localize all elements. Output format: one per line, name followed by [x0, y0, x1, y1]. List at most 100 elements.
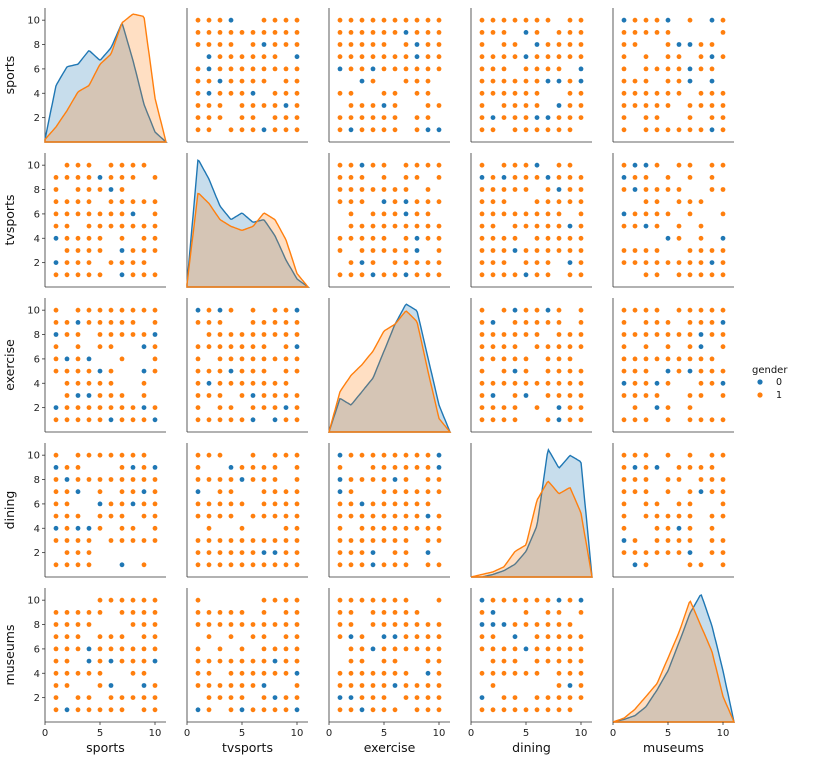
- point-gender-1: [381, 597, 387, 603]
- point-gender-1: [239, 344, 245, 350]
- point-gender-1: [217, 695, 223, 700]
- point-gender-1: [283, 17, 289, 23]
- point-gender-1: [283, 90, 289, 96]
- point-gender-0: [283, 405, 289, 410]
- point-gender-1: [392, 66, 398, 72]
- point-gender-0: [119, 272, 125, 278]
- point-gender-0: [403, 272, 409, 278]
- panel-sports-vs-dining: [470, 8, 592, 143]
- point-gender-1: [512, 332, 518, 337]
- point-gender-1: [348, 272, 354, 278]
- point-gender-1: [195, 550, 201, 555]
- point-gender-1: [381, 54, 387, 60]
- point-gender-1: [479, 248, 485, 253]
- point-gender-0: [654, 380, 660, 386]
- point-gender-1: [654, 66, 660, 72]
- y-tick-label: 8: [34, 40, 40, 51]
- point-gender-1: [567, 235, 573, 241]
- point-gender-1: [567, 344, 573, 350]
- point-gender-1: [261, 634, 267, 640]
- point-gender-1: [479, 42, 485, 47]
- point-gender-1: [97, 211, 103, 217]
- point-gender-1: [621, 260, 627, 265]
- point-gender-1: [370, 187, 376, 192]
- point-gender-1: [272, 562, 278, 568]
- point-gender-1: [381, 695, 387, 700]
- point-gender-1: [403, 634, 409, 640]
- point-gender-1: [108, 513, 114, 519]
- point-gender-1: [512, 670, 518, 676]
- point-gender-1: [294, 30, 300, 35]
- point-gender-1: [436, 670, 442, 676]
- point-gender-1: [250, 332, 256, 337]
- point-gender-1: [512, 78, 518, 84]
- point-gender-1: [195, 42, 201, 47]
- point-gender-1: [523, 248, 529, 253]
- point-gender-1: [283, 707, 289, 713]
- point-gender-1: [239, 90, 245, 96]
- point-gender-0: [621, 175, 627, 180]
- point-gender-1: [632, 260, 638, 265]
- kde-dining-gender-1: [470, 480, 593, 578]
- point-gender-1: [479, 307, 485, 313]
- point-gender-1: [490, 646, 496, 652]
- point-gender-1: [479, 103, 485, 108]
- point-gender-1: [512, 646, 518, 652]
- point-gender-1: [709, 356, 715, 362]
- point-gender-1: [545, 54, 551, 60]
- point-gender-1: [414, 465, 420, 470]
- point-gender-1: [108, 634, 114, 640]
- point-gender-1: [392, 127, 398, 133]
- point-gender-1: [687, 162, 693, 168]
- point-gender-1: [141, 646, 147, 652]
- point-gender-0: [556, 417, 562, 423]
- point-gender-1: [75, 211, 81, 217]
- point-gender-1: [436, 622, 442, 627]
- point-gender-1: [654, 127, 660, 133]
- point-gender-1: [381, 452, 387, 458]
- point-gender-1: [698, 272, 704, 278]
- point-gender-1: [403, 477, 409, 482]
- point-gender-1: [414, 513, 420, 519]
- point-gender-0: [643, 162, 649, 168]
- point-gender-1: [337, 54, 343, 60]
- x-tick-label: 10: [575, 728, 588, 739]
- point-gender-1: [294, 683, 300, 688]
- point-gender-1: [381, 658, 387, 664]
- kde-sports-gender-0: [44, 23, 168, 143]
- point-gender-1: [250, 622, 256, 627]
- point-gender-1: [250, 368, 256, 374]
- point-gender-1: [283, 670, 289, 676]
- point-gender-0: [687, 66, 693, 72]
- point-gender-1: [479, 17, 485, 23]
- point-gender-0: [206, 66, 212, 72]
- point-gender-1: [206, 634, 212, 640]
- point-gender-1: [108, 538, 114, 543]
- point-gender-1: [283, 695, 289, 700]
- point-gender-1: [64, 248, 70, 253]
- point-gender-0: [272, 658, 278, 664]
- point-gender-1: [523, 260, 529, 265]
- point-gender-0: [523, 30, 529, 35]
- point-gender-1: [523, 17, 529, 23]
- point-gender-1: [108, 393, 114, 398]
- point-gender-1: [130, 695, 136, 700]
- point-gender-1: [621, 465, 627, 470]
- point-gender-1: [425, 187, 431, 192]
- point-gender-1: [370, 103, 376, 108]
- point-gender-1: [228, 66, 234, 72]
- point-gender-0: [578, 597, 584, 603]
- point-gender-1: [578, 695, 584, 700]
- point-gender-1: [698, 307, 704, 313]
- point-gender-1: [86, 307, 92, 313]
- point-gender-1: [348, 562, 354, 568]
- point-gender-1: [556, 683, 562, 688]
- point-gender-1: [665, 54, 671, 60]
- point-gender-1: [370, 465, 376, 470]
- point-gender-0: [545, 307, 551, 313]
- point-gender-1: [86, 175, 92, 180]
- point-gender-1: [654, 513, 660, 519]
- x-tick-label: 0: [42, 728, 48, 739]
- point-gender-1: [130, 610, 136, 615]
- point-gender-1: [119, 538, 125, 543]
